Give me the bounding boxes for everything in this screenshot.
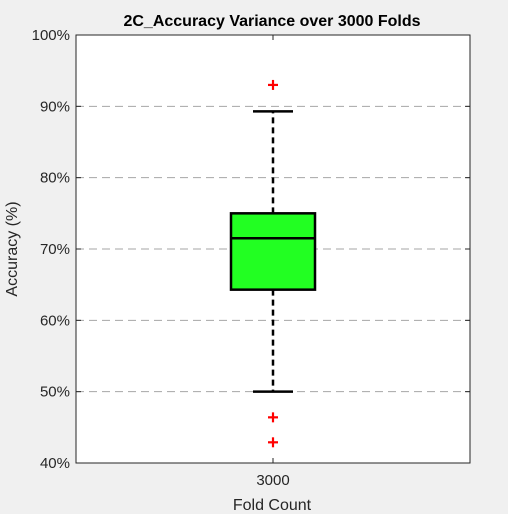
y-tick-label: 60% bbox=[40, 312, 70, 329]
outlier-marker bbox=[268, 412, 278, 423]
box-group bbox=[229, 79, 317, 448]
iqr-box bbox=[229, 212, 317, 291]
y-tick-label: 70% bbox=[40, 241, 70, 258]
y-tick-label: 40% bbox=[40, 455, 70, 472]
x-axis-ticks: 3000 bbox=[256, 35, 290, 489]
x-tick-label: 3000 bbox=[256, 472, 289, 489]
x-axis-label: Fold Count bbox=[233, 497, 312, 514]
outlier-marker bbox=[268, 437, 278, 448]
outlier-marker bbox=[268, 79, 278, 90]
y-tick-label: 100% bbox=[32, 27, 70, 44]
y-tick-label: 90% bbox=[40, 98, 70, 115]
y-axis-label: Accuracy (%) bbox=[4, 201, 21, 296]
chart-title: 2C_Accuracy Variance over 3000 Folds bbox=[123, 13, 420, 30]
y-tick-label: 80% bbox=[40, 170, 70, 187]
y-tick-label: 50% bbox=[40, 384, 70, 401]
y-axis-ticks: 40% 50% 60% 70% 80% 90% 100% bbox=[32, 27, 470, 472]
